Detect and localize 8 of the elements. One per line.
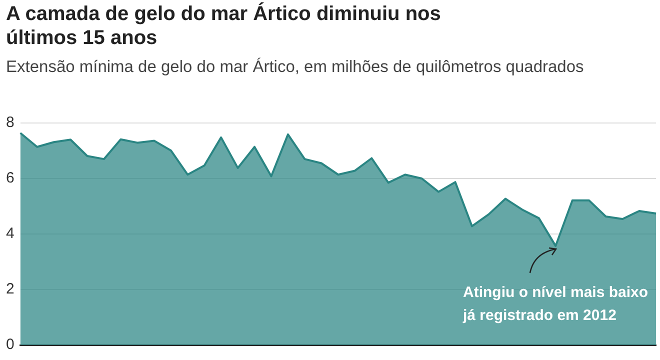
annotation: Atingiu o nível mais baixo já registrado em 2012 [463,283,650,326]
y-tick-label: 2 [6,280,14,298]
y-tick-label: 6 [6,170,14,187]
chart-subtitle: Extensão mínima de gelo do mar Ártico, em milhões de quilômetros quadrados [6,56,585,78]
y-tick-label: 4 [6,225,14,242]
y-tick-label: 8 [6,114,14,132]
y-tick-label: 0 [6,336,14,354]
chart-title: A camada de gelo do mar Ártico diminuiu nos últimos 15 anos [6,2,442,50]
